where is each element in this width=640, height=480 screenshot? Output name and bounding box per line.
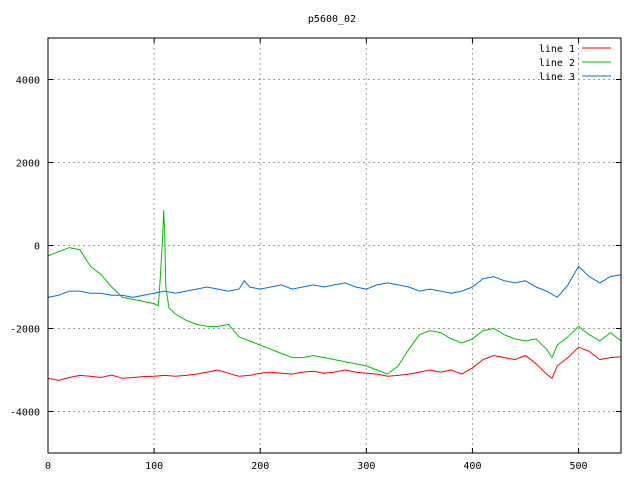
series-line-2 (47, 210, 622, 375)
legend-label: line 1 (539, 44, 575, 55)
series-line-1 (47, 346, 622, 381)
y-tick-label: 4000 (16, 76, 40, 87)
y-tick-label: 2000 (16, 159, 40, 170)
x-axis: 0 100 200 300 400 500 (45, 38, 588, 472)
y-tick-label: -4000 (10, 408, 40, 419)
y-tick-label: -2000 (10, 325, 40, 336)
x-tick-label: 500 (570, 461, 588, 472)
legend-label: line 2 (539, 58, 575, 69)
chart-title: p5600_02 (308, 14, 356, 25)
x-tick-label: 100 (145, 461, 163, 472)
y-tick-label: 0 (34, 242, 40, 253)
x-tick-label: 400 (463, 461, 481, 472)
legend: line 1 line 2 line 3 (539, 44, 611, 83)
legend-label: line 3 (539, 72, 575, 83)
x-tick-label: 0 (45, 461, 51, 472)
series-line-3 (47, 265, 622, 299)
grid (48, 38, 621, 453)
x-tick-label: 200 (251, 461, 269, 472)
x-tick-label: 300 (357, 461, 375, 472)
series-group (47, 210, 622, 381)
y-axis: -4000 -2000 0 2000 4000 (10, 76, 621, 419)
